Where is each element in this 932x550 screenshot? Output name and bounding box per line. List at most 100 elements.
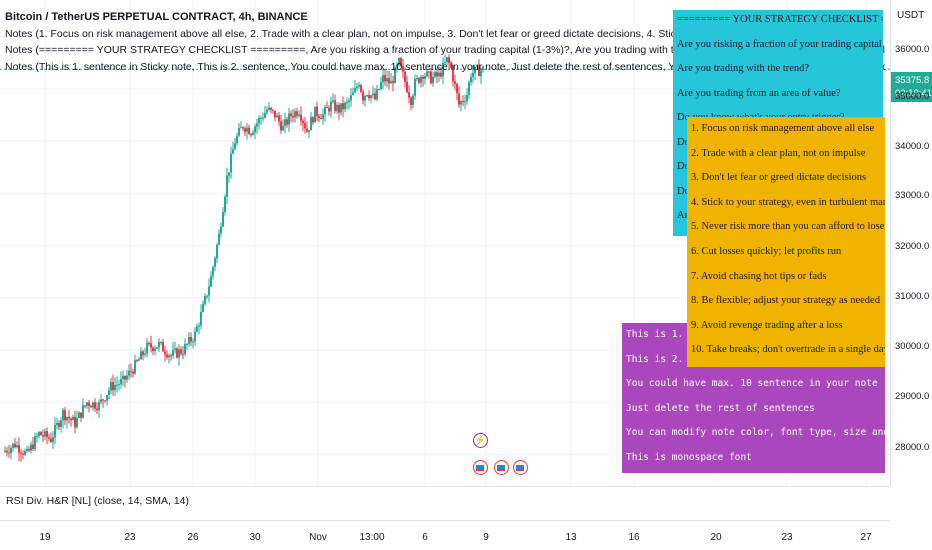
candle [244, 128, 246, 132]
candle [130, 370, 132, 372]
candle [48, 437, 50, 439]
candle [374, 93, 376, 100]
price-chart[interactable] [0, 0, 890, 486]
candle [104, 400, 106, 402]
candle [154, 348, 156, 351]
candle [458, 93, 460, 105]
candle [472, 72, 474, 77]
candle [384, 75, 386, 82]
candle [352, 92, 354, 96]
price-tick: 31000.0 [895, 291, 930, 302]
indicator-legend-checklist[interactable]: Notes (========= YOUR STRATEGY CHECKLIST… [5, 44, 885, 56]
candle [258, 118, 260, 124]
candle [282, 125, 284, 131]
indicator-label[interactable]: RSI Div. H&R [NL] (close, 14, SMA, 14) [6, 495, 190, 507]
candle [336, 105, 338, 111]
candle [364, 95, 366, 101]
price-tick: 35000.0 [895, 91, 930, 102]
candle [304, 123, 306, 129]
candle [324, 107, 326, 115]
candle [314, 106, 316, 123]
candle [446, 57, 448, 62]
candle [142, 351, 144, 355]
us-flag-icon[interactable] [513, 460, 528, 475]
currency-label[interactable]: USDT [897, 10, 925, 21]
candle [296, 111, 298, 116]
candle [200, 311, 202, 326]
candle [346, 102, 348, 104]
candle [50, 438, 52, 442]
candle [146, 342, 148, 354]
us-flag-icon[interactable] [494, 460, 509, 475]
note-row: 8. Be flexible; adjust your strategy as … [691, 295, 880, 307]
candle [86, 402, 88, 406]
note-row: 7. Avoid chasing hot tips or fads [691, 270, 827, 282]
candle [278, 115, 280, 122]
us-flag-icon[interactable] [473, 460, 488, 475]
note-row: Just delete the rest of sentences [626, 402, 815, 414]
candle [456, 83, 458, 94]
candle [396, 64, 398, 68]
candle [330, 101, 332, 112]
candle [110, 382, 112, 391]
price-tick: 28000.0 [895, 442, 930, 453]
candle [222, 212, 224, 227]
candle [338, 105, 340, 113]
candle [138, 359, 140, 361]
candle [248, 127, 250, 135]
candle [342, 103, 344, 110]
candle [216, 244, 218, 259]
candle [320, 118, 322, 120]
candle [42, 435, 44, 437]
candle [118, 384, 120, 386]
candle [4, 450, 6, 453]
candle [280, 121, 282, 131]
candle [366, 95, 368, 97]
candle [126, 375, 128, 380]
last-price: 35375.8 [895, 75, 930, 86]
candle [24, 450, 26, 455]
candle [382, 75, 384, 83]
candle [256, 123, 258, 127]
candle [318, 116, 320, 119]
candle [306, 128, 308, 132]
candle [88, 402, 90, 406]
candle [266, 109, 268, 113]
candle [418, 77, 420, 83]
note-row: This is 2. sentence [626, 353, 735, 365]
candle [466, 95, 468, 102]
candle [224, 196, 226, 213]
candle [252, 132, 254, 135]
price-axis[interactable]: USDT 35375.8 02:10:41 36000.0 35000.0 3400… [890, 0, 932, 486]
candle [454, 81, 456, 84]
candle [82, 405, 84, 418]
candle [470, 76, 472, 83]
candle [74, 416, 76, 428]
candle [166, 354, 168, 358]
candle [162, 342, 164, 352]
note-row: Are you trading with the trend? [677, 63, 810, 74]
candle [134, 360, 136, 374]
candle [292, 115, 294, 118]
candle [228, 172, 230, 176]
candle [30, 444, 32, 451]
time-axis[interactable]: 19 23 26 30 Nov 13:00 6 9 13 16 20 23 27 [0, 520, 890, 550]
candle [26, 449, 28, 451]
candle [44, 431, 46, 437]
indicator-legend-sticky[interactable]: Notes (This is 1. sentence in Sticky not… [5, 61, 885, 73]
candle [386, 78, 388, 82]
candle [328, 107, 330, 112]
chart-area[interactable]: Bitcoin / TetherUS PERPETUAL CONTRACT, 4… [0, 0, 890, 486]
indicator-pane[interactable]: RSI Div. H&R [NL] (close, 14, SMA, 14) [0, 486, 890, 520]
candle [434, 72, 436, 77]
symbol-title[interactable]: Bitcoin / TetherUS PERPETUAL CONTRACT, 4… [5, 11, 308, 23]
time-tick: 23 [781, 532, 793, 543]
lightning-icon[interactable]: ⚡ [473, 433, 488, 448]
candle [340, 103, 342, 113]
indicator-legend-rules[interactable]: Notes (1. Focus on risk management above… [5, 28, 885, 40]
candle [480, 70, 482, 77]
candle [474, 66, 476, 73]
candle [268, 107, 270, 110]
time-tick: 30 [249, 532, 261, 543]
candle [322, 114, 324, 119]
